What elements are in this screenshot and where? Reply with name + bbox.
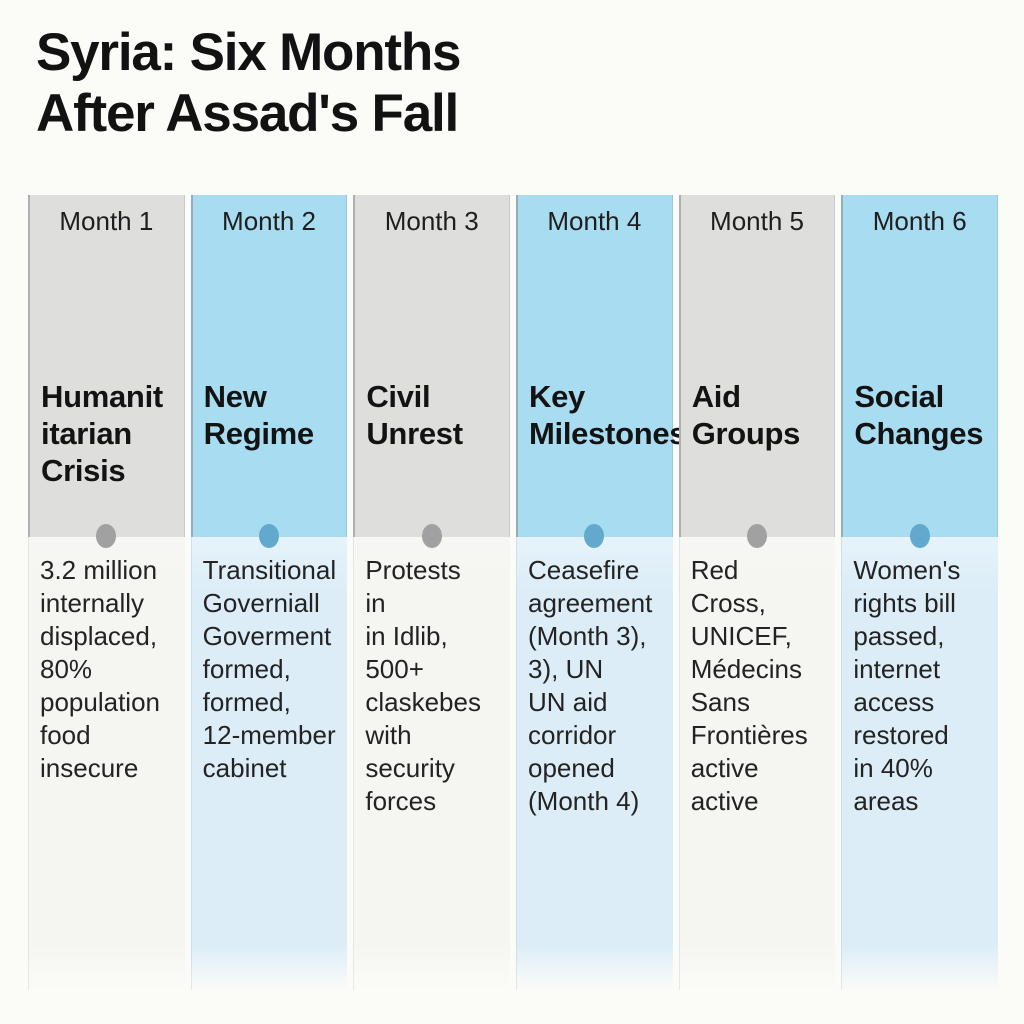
timeline-dot	[421, 524, 442, 548]
column-body-text: Transitional Governiall Goverment formed…	[202, 555, 337, 783]
timeline-dot	[259, 524, 279, 548]
month-label: Month 3	[384, 206, 479, 236]
month-label: Month 4	[547, 206, 642, 236]
page-title: Syria: Six Months After Assad's Fall	[36, 22, 462, 144]
page-title-line-2: After Assad's Fall	[36, 84, 459, 143]
timeline-column-month-6: Month 6 Social Changes Women's rights bi…	[841, 195, 999, 990]
timeline-dot	[909, 524, 930, 548]
month-label: Month 5	[710, 206, 804, 236]
column-heading: Social Changes	[854, 379, 984, 451]
column-heading: New Regime	[203, 379, 314, 451]
timeline-columns: Month 1 Humanit itarian Crisis 3.2 milli…	[28, 195, 999, 990]
column-heading: Humanit itarian Crisis	[41, 379, 163, 488]
column-header: Month 6 Social Changes	[841, 195, 999, 548]
column-header: Month 3 Civil Unrest	[353, 195, 511, 548]
page-title-line-1: Syria: Six Months	[36, 23, 462, 82]
timeline-column-month-5: Month 5 Aid Groups Red Cross, UNICEF, Mé…	[678, 195, 836, 990]
column-body-text: Women's rights bill passed, internet acc…	[853, 555, 961, 816]
column-header: Month 4 Key Milestones	[516, 195, 687, 548]
column-body: Red Cross, UNICEF, Médecins Sans Frontiè…	[678, 537, 836, 990]
timeline-dot	[96, 524, 117, 548]
column-body: Ceasefire agreement (Month 3), 3), UN UN…	[516, 537, 673, 990]
timeline-column-month-2: Month 2 New Regime Transitional Governia…	[190, 195, 348, 990]
column-body: Transitional Governiall Goverment formed…	[190, 537, 348, 990]
column-header: Month 2 New Regime	[190, 195, 348, 548]
column-body-text: Red Cross, UNICEF, Médecins Sans Frontiè…	[690, 555, 808, 816]
column-heading: Aid Groups	[691, 379, 801, 451]
timeline-column-month-3: Month 3 Civil Unrest Protests in in Idli…	[353, 195, 511, 990]
month-label: Month 6	[872, 206, 967, 236]
column-body: Protests in in Idlib, 500+ claskebes wit…	[353, 537, 511, 990]
column-body-text: Protests in in Idlib, 500+ claskebes wit…	[365, 555, 481, 816]
timeline-column-month-1: Month 1 Humanit itarian Crisis 3.2 milli…	[28, 195, 185, 990]
column-body: 3.2 million internally displaced, 80% po…	[28, 537, 185, 990]
timeline-dot	[747, 524, 768, 548]
column-body-text: 3.2 million internally displaced, 80% po…	[40, 555, 160, 783]
column-body-text: Ceasefire agreement (Month 3), 3), UN UN…	[528, 555, 653, 816]
column-heading: Civil Unrest	[366, 379, 463, 451]
month-label: Month 2	[222, 206, 316, 236]
column-heading: Key Milestones	[529, 379, 687, 451]
timeline-dot	[584, 524, 605, 548]
column-header: Month 1 Humanit itarian Crisis	[28, 195, 185, 548]
column-body: Women's rights bill passed, internet acc…	[841, 537, 999, 990]
timeline-column-month-4: Month 4 Key Milestones Ceasefire agreeme…	[516, 195, 687, 990]
column-header: Month 5 Aid Groups	[678, 195, 836, 548]
month-label: Month 1	[59, 206, 154, 236]
